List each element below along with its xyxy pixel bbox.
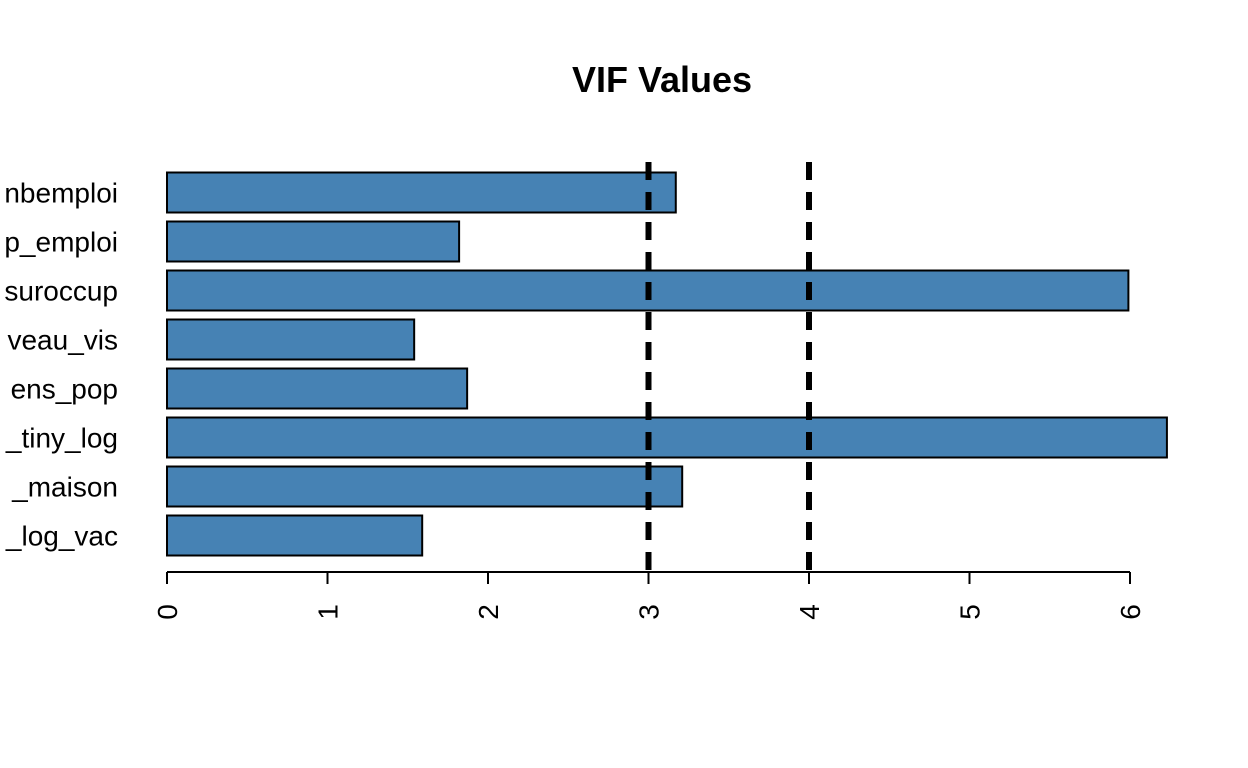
x-tick-label-5: 5 xyxy=(955,604,986,620)
category-label-6: _maison xyxy=(11,472,118,503)
category-label-3: veau_vis xyxy=(7,325,118,356)
category-label-0: nbemploi xyxy=(4,178,118,209)
reference-lines-group xyxy=(645,162,812,572)
bars-group xyxy=(166,171,1168,557)
x-tick-label-1: 1 xyxy=(313,604,344,620)
x-tick-label-6: 6 xyxy=(1115,604,1146,620)
category-label-7: _log_vac xyxy=(5,521,118,552)
category-label-5: _tiny_log xyxy=(5,423,118,454)
category-labels-group: nbemploi p_emploi suroccup veau_vis ens_pop _… xyxy=(4,178,118,552)
category-label-1: p_emploi xyxy=(4,227,118,258)
category-label-4: ens_pop xyxy=(11,374,118,405)
x-tick-label-0: 0 xyxy=(152,604,183,620)
bar-0 xyxy=(166,171,677,214)
bar-1 xyxy=(166,220,461,263)
category-label-2: suroccup xyxy=(4,276,118,307)
x-axis: 0 1 2 3 4 5 6 xyxy=(152,571,1146,620)
bar-7 xyxy=(166,514,424,557)
bar-4 xyxy=(166,367,469,410)
x-tick-label-4: 4 xyxy=(794,604,825,620)
bar-5 xyxy=(166,416,1168,459)
chart-title: VIF Values xyxy=(572,59,752,100)
x-tick-label-2: 2 xyxy=(473,604,504,620)
bar-3 xyxy=(166,318,416,361)
x-tick-label-3: 3 xyxy=(634,604,665,620)
bar-6 xyxy=(166,465,684,508)
